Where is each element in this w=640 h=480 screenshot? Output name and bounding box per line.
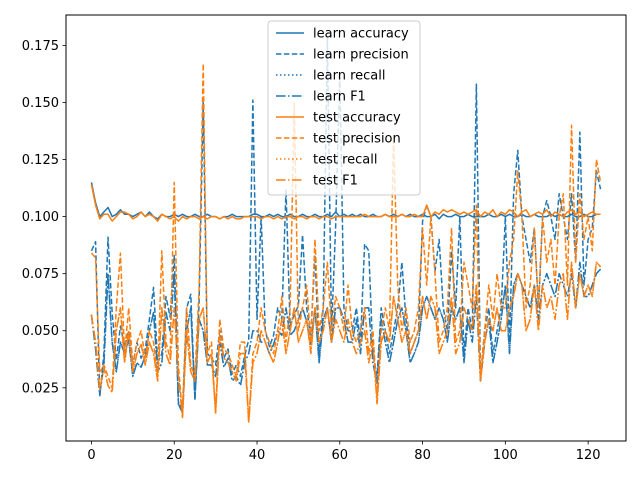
legend-label: learn recall bbox=[313, 69, 385, 84]
y-tick-label: 0.125 bbox=[22, 153, 59, 168]
x-tick-label: 120 bbox=[576, 448, 601, 463]
axes-frame bbox=[65, 14, 627, 442]
x-axis: 0 20 40 60 80 100 120 bbox=[87, 441, 601, 463]
y-axis: 0.025 0.050 0.075 0.100 0.125 0.150 0.175 bbox=[22, 39, 66, 396]
legend-label: learn precision bbox=[313, 48, 409, 63]
x-tick-label: 100 bbox=[493, 448, 518, 463]
x-tick-label: 80 bbox=[414, 448, 431, 463]
y-tick-label: 0.175 bbox=[22, 39, 59, 54]
x-tick-label: 20 bbox=[166, 448, 183, 463]
legend-label: test F1 bbox=[313, 174, 358, 189]
legend-label: test precision bbox=[313, 132, 401, 147]
series-layer bbox=[90, 37, 602, 423]
legend: learn accuracy learn precision learn recal… bbox=[267, 20, 421, 196]
y-tick-label: 0.150 bbox=[22, 96, 59, 111]
y-tick-label: 0.075 bbox=[22, 267, 59, 282]
legend-box bbox=[267, 20, 421, 196]
series-line-test-precision bbox=[90, 62, 602, 423]
legend-label: learn F1 bbox=[313, 90, 366, 105]
y-tick-label: 0.025 bbox=[22, 381, 59, 396]
legend-label: test recall bbox=[313, 153, 378, 168]
x-tick-label: 0 bbox=[87, 448, 95, 463]
x-tick-label: 60 bbox=[332, 448, 349, 463]
series-line-learn-recall bbox=[90, 261, 602, 414]
series-line-test-f1 bbox=[90, 261, 602, 423]
y-tick-label: 0.050 bbox=[22, 324, 59, 339]
x-tick-label: 40 bbox=[249, 448, 266, 463]
y-tick-label: 0.100 bbox=[22, 210, 59, 225]
legend-label: learn accuracy bbox=[313, 27, 409, 42]
legend-label: test accuracy bbox=[313, 111, 401, 126]
